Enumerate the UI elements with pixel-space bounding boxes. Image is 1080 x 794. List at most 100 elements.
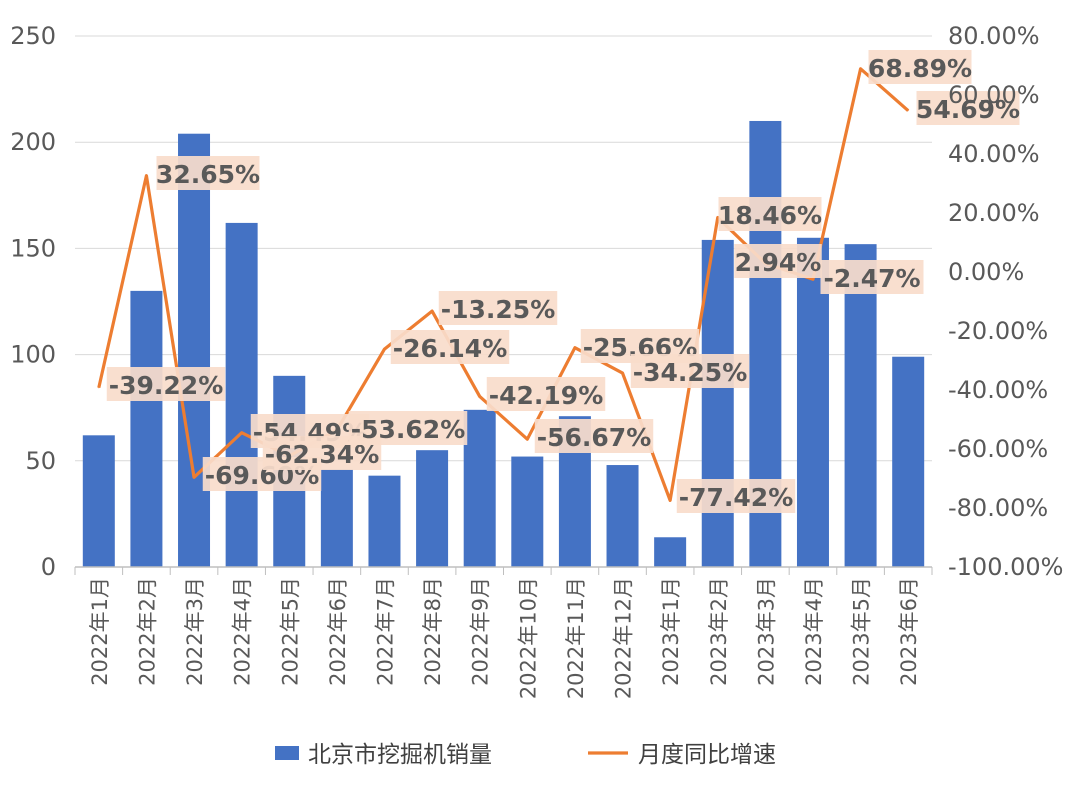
- x-tick-label: 2022年10月: [516, 577, 540, 699]
- y-left-tick-label: 250: [10, 22, 56, 50]
- x-tick-label: 2022年6月: [326, 577, 350, 686]
- x-tick-label: 2022年4月: [231, 577, 255, 686]
- y-left-tick-label: 150: [10, 234, 56, 262]
- line-point: [574, 347, 576, 349]
- bar: [178, 133, 211, 568]
- x-tick-label: 2022年7月: [373, 577, 397, 686]
- line-point: [383, 348, 385, 350]
- data-label: -2.47%: [823, 264, 920, 293]
- bar: [606, 465, 639, 567]
- y-right-tick-label: 0.00%: [948, 258, 1024, 286]
- x-tick-label: 2023年4月: [802, 577, 826, 686]
- data-label-bg: [820, 260, 924, 294]
- y-right-tick-label: -60.00%: [948, 435, 1048, 463]
- y-right-tick-label: -80.00%: [948, 494, 1048, 522]
- data-label: -56.67%: [537, 423, 652, 452]
- y-right-tick-label: -20.00%: [948, 317, 1048, 345]
- line-point: [241, 432, 243, 434]
- y-right-tick-label: 20.00%: [948, 199, 1040, 227]
- x-tick-label: 2022年11月: [564, 577, 588, 699]
- legend-label-line: 月度同比增速: [638, 742, 776, 768]
- line-point: [907, 110, 909, 112]
- data-label-bg: [534, 419, 654, 453]
- x-tick-label: 2022年2月: [135, 577, 159, 686]
- y-left-tick-label: 100: [10, 341, 56, 369]
- bar: [368, 475, 401, 567]
- data-label-bg: [718, 197, 822, 231]
- y-right-tick-label: 80.00%: [948, 22, 1040, 50]
- line-series: [97, 67, 910, 502]
- y-right-tick-label: -40.00%: [948, 376, 1048, 404]
- data-label-bg: [676, 479, 796, 513]
- y-left-tick-label: 50: [25, 447, 56, 475]
- x-tick-label: 2022年12月: [612, 577, 636, 699]
- x-tick-label: 2022年9月: [469, 577, 493, 686]
- legend-swatch-bars: [275, 746, 299, 760]
- data-label-bg: [390, 330, 510, 364]
- gridlines: [75, 35, 932, 462]
- line-point: [98, 387, 100, 389]
- line-point: [145, 175, 147, 177]
- y-right-tick-label: 60.00%: [948, 81, 1040, 109]
- data-label: -26.14%: [393, 334, 508, 363]
- line-point: [431, 310, 433, 312]
- data-label: -53.62%: [351, 415, 466, 444]
- x-tick-label: 2023年6月: [897, 577, 921, 686]
- data-label: -34.25%: [633, 358, 748, 387]
- x-tick-label: 2023年2月: [707, 577, 731, 686]
- data-label: 68.89%: [868, 54, 972, 83]
- y-left-tick-label: 0: [41, 553, 56, 581]
- legend-label-bars: 北京市挖掘机销量: [308, 742, 492, 768]
- x-tick-label: 2022年3月: [183, 577, 207, 686]
- bar: [225, 222, 258, 568]
- bar: [463, 409, 496, 567]
- bar: [320, 469, 353, 567]
- data-label-bg: [438, 291, 558, 325]
- x-tick-label: 2022年8月: [421, 577, 445, 686]
- legend: 北京市挖掘机销量 月度同比增速: [275, 742, 776, 768]
- line-point: [479, 395, 481, 397]
- growth-line: [97, 67, 910, 502]
- data-label-bg: [868, 50, 972, 84]
- x-tick-label: 2022年1月: [88, 577, 112, 686]
- data-label-bg: [106, 367, 226, 401]
- data-label: -77.42%: [679, 483, 794, 512]
- line-point: [717, 217, 719, 219]
- data-label: -13.25%: [441, 295, 556, 324]
- bar: [654, 537, 687, 567]
- line-point: [193, 476, 195, 478]
- data-label: 54.69%: [916, 95, 1020, 124]
- data-label-bg: [734, 244, 822, 278]
- data-label-bg: [486, 377, 606, 411]
- bar: [82, 435, 115, 567]
- data-label: 2.94%: [735, 248, 822, 277]
- y-left-tick-label: 200: [10, 128, 56, 156]
- line-point: [622, 372, 624, 374]
- data-label: -39.22%: [109, 371, 224, 400]
- bar: [892, 356, 925, 567]
- axes: 0 50 100 150 200 250 -100.00% -80.00% -60.00% -40…: [10, 22, 1063, 699]
- bar: [130, 290, 163, 567]
- data-label-bg: [630, 354, 750, 388]
- x-tick-label: 2023年3月: [754, 577, 778, 686]
- x-tick-label: 2022年5月: [278, 577, 302, 686]
- line-point: [860, 68, 862, 70]
- bar: [416, 450, 449, 567]
- data-labels: -39.22%32.65%-69.60%-54.49%-62.34%-53.62…: [106, 50, 1020, 513]
- data-label-bg: [916, 91, 1020, 125]
- line-point: [526, 438, 528, 440]
- line-point: [812, 278, 814, 280]
- y-right-tick-label: 40.00%: [948, 140, 1040, 168]
- data-label: -42.19%: [489, 381, 604, 410]
- bar: [844, 244, 877, 568]
- y-right-tick-label: -100.00%: [948, 553, 1063, 581]
- data-label: 32.65%: [156, 160, 260, 189]
- data-label-bg: [348, 411, 468, 445]
- bar: [511, 456, 544, 567]
- x-tick-label: 2023年5月: [850, 577, 874, 686]
- data-label-bg: [156, 156, 260, 190]
- line-point: [669, 499, 671, 501]
- x-tick-label: 2023年1月: [659, 577, 683, 686]
